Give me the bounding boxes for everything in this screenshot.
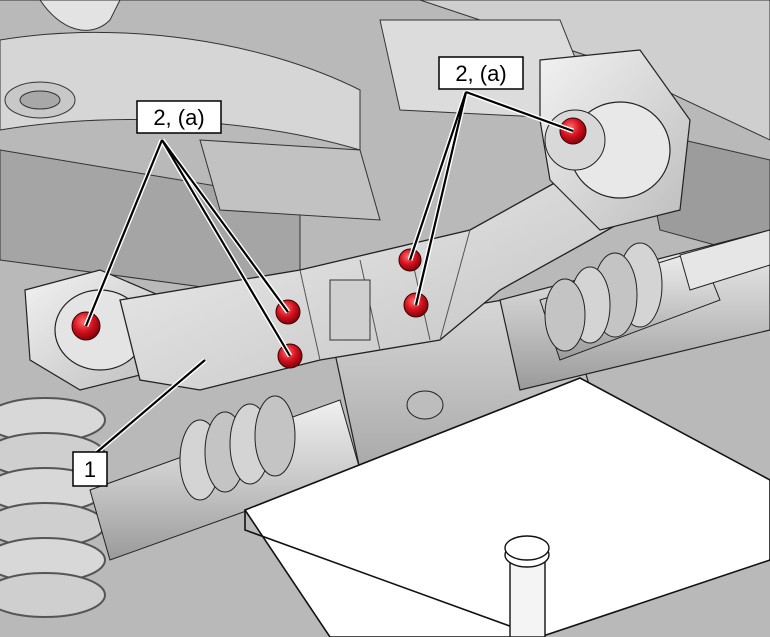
part-callout-label: 1 [84, 457, 96, 482]
bolt-callout-left: 2, (a) [136, 100, 222, 134]
bolt-callout-right: 2, (a) [438, 56, 524, 90]
bolt-callout-right-label: 2, (a) [455, 61, 506, 86]
drive-shaft-left [89, 395, 361, 561]
part-callout: 1 [72, 451, 108, 487]
drive-shaft-right [539, 229, 770, 361]
bolt-callout-left-label: 2, (a) [153, 105, 204, 130]
jack-stand-icon [243, 377, 770, 637]
leader-lines [83, 89, 574, 460]
